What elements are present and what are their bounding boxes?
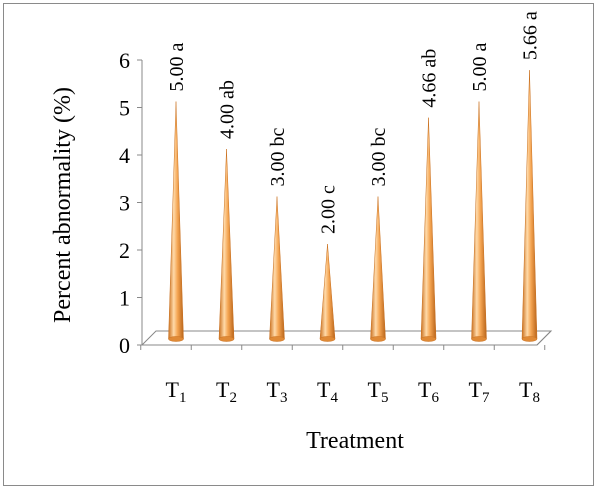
data-label: 5.00 a xyxy=(166,43,188,92)
x-tick-label: T1 xyxy=(166,377,187,406)
plot-floor xyxy=(140,330,553,346)
cone-bar xyxy=(521,70,538,340)
cone-bar xyxy=(218,148,235,340)
y-tick-label: 1 xyxy=(119,286,130,311)
bar-1 xyxy=(168,101,184,342)
cone-base xyxy=(269,336,285,342)
y-tick-label: 2 xyxy=(119,238,130,263)
floor-plane xyxy=(140,330,553,346)
x-tick-label: T5 xyxy=(368,377,389,406)
cone-base xyxy=(420,336,437,342)
bar-4 xyxy=(319,243,336,342)
data-label: 4.66 ab xyxy=(419,49,441,108)
cone-bar xyxy=(420,117,437,340)
cone-bar xyxy=(168,101,184,340)
data-labels: 5.00 a 4.00 ab 3.00 bc 2.00 c 3.00 bc 4.66 ab… xyxy=(166,11,542,234)
floor-edge xyxy=(536,330,552,346)
cone-bar xyxy=(319,243,336,340)
bar-6 xyxy=(420,117,437,342)
cone-base xyxy=(521,336,538,342)
y-tick-label: 3 xyxy=(119,191,130,216)
y-tick-label: 0 xyxy=(119,333,130,358)
cone-base xyxy=(471,336,487,342)
bar-8 xyxy=(521,70,538,342)
chart-frame xyxy=(3,3,594,486)
y-tick-label: 6 xyxy=(119,48,130,73)
data-label: 2.00 c xyxy=(318,185,340,234)
y-axis-title: Percent abnormality (%) xyxy=(50,87,76,323)
cone-base xyxy=(319,336,336,342)
data-label: 3.00 bc xyxy=(368,128,390,187)
x-tick-label: T3 xyxy=(267,377,288,406)
y-tick-label: 4 xyxy=(119,143,130,168)
cone-bar xyxy=(471,101,487,340)
data-label: 3.00 bc xyxy=(267,128,289,187)
bar-5 xyxy=(370,196,386,342)
x-tick-label: T2 xyxy=(216,377,237,406)
bars xyxy=(168,70,538,342)
x-tick-label: T6 xyxy=(418,377,439,406)
cone-bar xyxy=(269,196,285,340)
bar-3 xyxy=(269,196,285,342)
cone-base xyxy=(168,336,184,342)
x-axis-title: Treatment xyxy=(306,428,404,454)
y-tick-label: 5 xyxy=(119,96,130,121)
cone-bar xyxy=(370,196,386,340)
bar-2 xyxy=(218,148,235,342)
axes: 0 1 2 3 4 5 6 T1 T2 T3 T4 T5 T6 T7 T8 xyxy=(119,48,546,406)
data-label: 5.00 a xyxy=(469,43,491,92)
x-tick-label: T8 xyxy=(519,377,540,406)
cone-base xyxy=(370,336,386,342)
data-label: 4.00 ab xyxy=(217,80,239,139)
cone-base xyxy=(218,336,235,342)
x-tick-label: T7 xyxy=(469,377,490,406)
x-tick-label: T4 xyxy=(317,377,338,406)
data-label: 5.66 a xyxy=(520,11,542,60)
bar-7 xyxy=(471,101,487,342)
